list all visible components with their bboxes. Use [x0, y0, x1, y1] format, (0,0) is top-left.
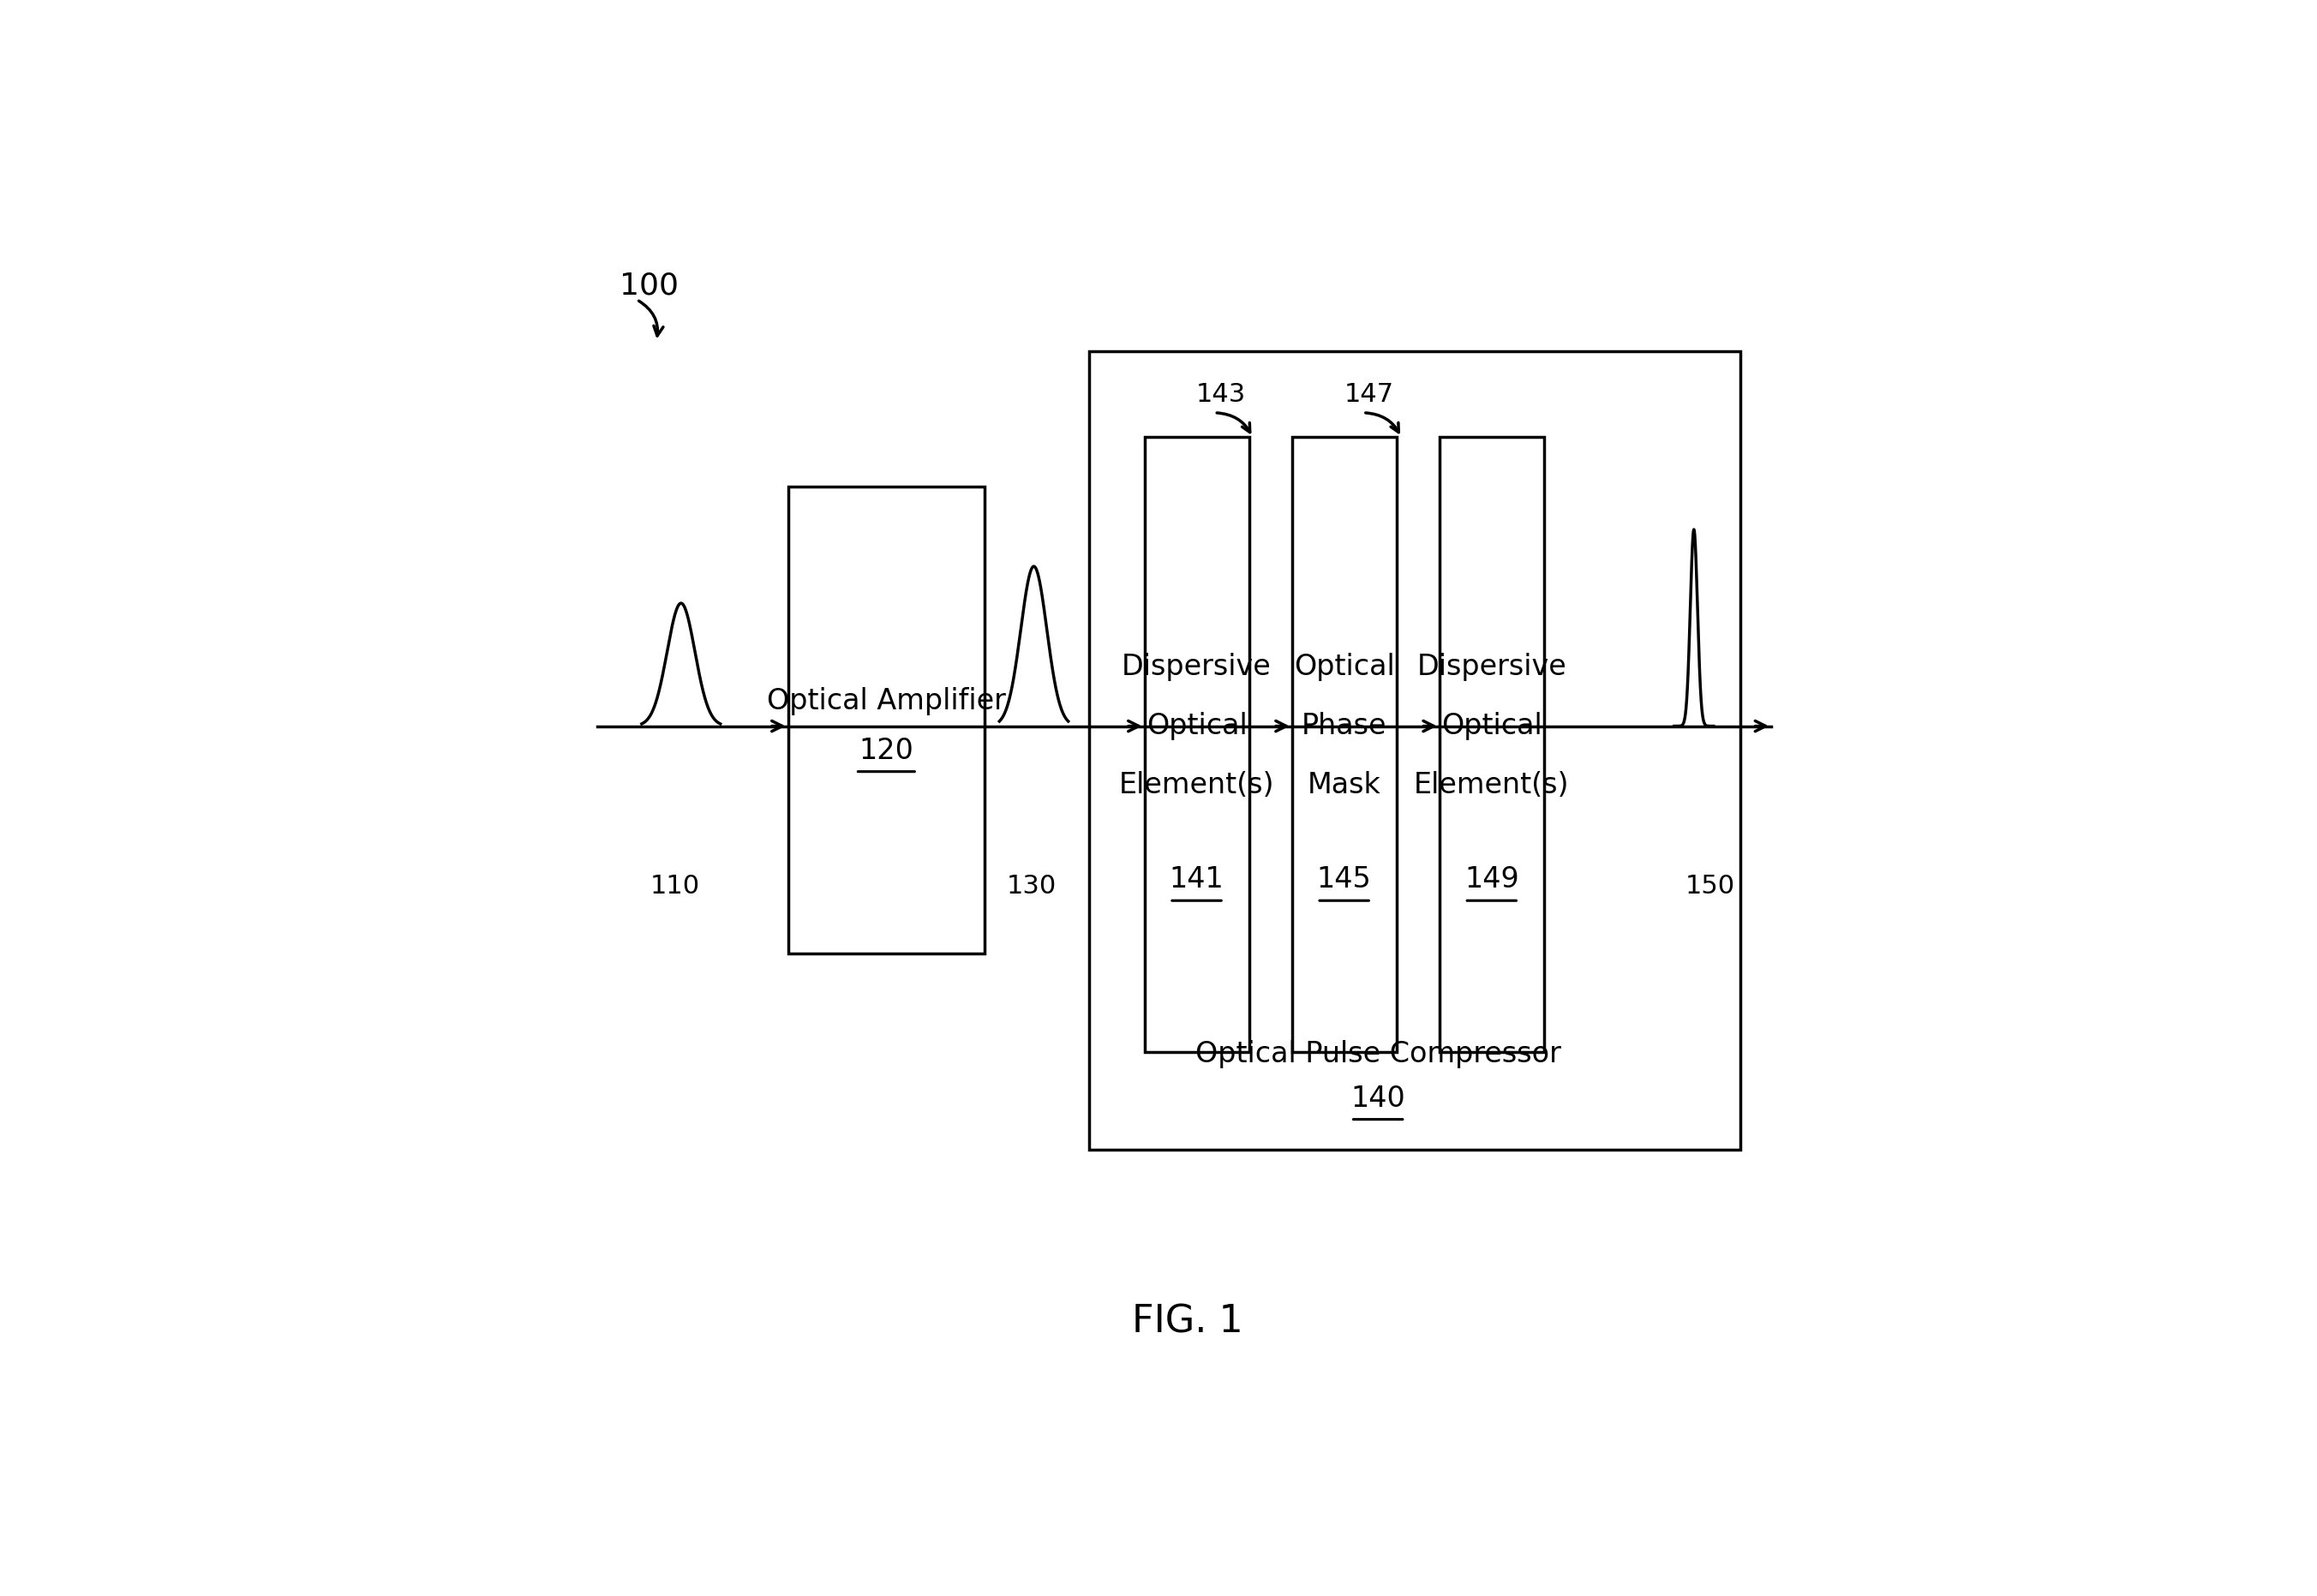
Text: 110: 110: [651, 873, 700, 899]
Text: 145: 145: [1316, 865, 1372, 894]
Text: 147: 147: [1344, 381, 1395, 407]
Text: Optical Amplifier: Optical Amplifier: [767, 688, 1006, 715]
Text: Optical: Optical: [1293, 653, 1395, 681]
Text: 149: 149: [1464, 865, 1520, 894]
Text: Phase: Phase: [1302, 712, 1388, 741]
Text: Optical: Optical: [1147, 712, 1247, 741]
Text: 100: 100: [619, 271, 679, 300]
Text: Optical Pulse Compressor: Optical Pulse Compressor: [1196, 1041, 1562, 1068]
FancyBboxPatch shape: [1089, 351, 1740, 1151]
Text: 140: 140: [1351, 1084, 1406, 1112]
FancyBboxPatch shape: [1439, 437, 1543, 1052]
Text: 130: 130: [1006, 873, 1057, 899]
Text: 143: 143: [1196, 381, 1247, 407]
Text: Mask: Mask: [1307, 771, 1381, 800]
Text: Optical: Optical: [1441, 712, 1543, 741]
Text: Element(s): Element(s): [1119, 771, 1274, 800]
Text: FIG. 1: FIG. 1: [1133, 1304, 1242, 1341]
Text: 141: 141: [1170, 865, 1223, 894]
Text: Dispersive: Dispersive: [1121, 653, 1272, 681]
Text: 120: 120: [860, 736, 913, 764]
FancyBboxPatch shape: [1293, 437, 1397, 1052]
Text: 150: 150: [1684, 873, 1735, 899]
FancyBboxPatch shape: [788, 487, 985, 953]
FancyBboxPatch shape: [1145, 437, 1249, 1052]
Text: Element(s): Element(s): [1413, 771, 1569, 800]
Text: Dispersive: Dispersive: [1416, 653, 1566, 681]
